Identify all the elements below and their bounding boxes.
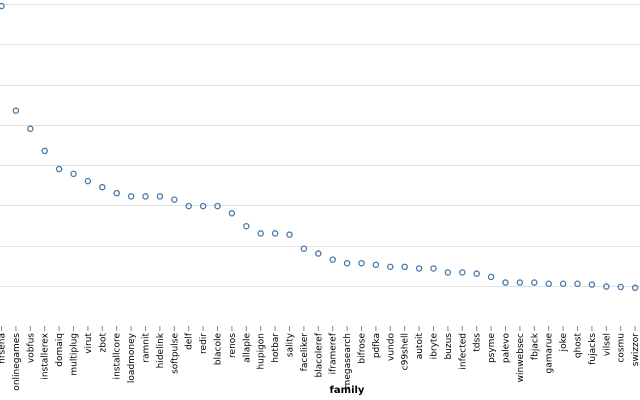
data-point-tdss (473, 270, 480, 277)
x-tick-label-c99shell: c99shell (401, 333, 411, 370)
x-tick-label-hidelink: hidelink (156, 332, 166, 368)
data-point-hidelink (156, 193, 164, 200)
x-axis-ticks: hrsena onlinegames vobfus installerex domaiq… (0, 326, 640, 391)
x-tick-label-infected: infected (458, 333, 468, 370)
x-tick-label-installerex: installerex (41, 332, 51, 379)
data-point-renos (228, 210, 236, 217)
data-point-allaple (243, 222, 250, 230)
data-point-installcore (113, 189, 120, 197)
x-tick-label-domaiq: domaiq (55, 333, 65, 367)
x-tick-label-renos: renos (228, 333, 238, 358)
data-point-loadmoney (127, 193, 135, 200)
x-tick-label-gamarue: gamarue (545, 333, 555, 374)
x-tick-label-winwebsec: winwebsec (516, 333, 526, 382)
data-point-domaiq (55, 165, 63, 173)
data-point-multiplug (70, 170, 77, 178)
data-point-virut (84, 177, 92, 185)
data-point-hrsena (0, 2, 5, 10)
data-point-pdfka (372, 261, 380, 269)
x-tick-label-delf: delf (185, 332, 195, 350)
x-tick-label-hrsena: hrsena (0, 333, 8, 364)
x-axis-title: family (330, 385, 365, 396)
x-tick-label-cosmu: cosmu (617, 333, 627, 363)
x-tick-label-ramnit: ramnit (142, 333, 152, 363)
x-tick-label-virut: virut (84, 333, 94, 354)
data-point-autoit (415, 265, 423, 272)
data-point-fbjack (531, 279, 538, 286)
x-tick-label-allaple: allaple (242, 333, 252, 363)
x-tick-label-onlinegames: onlinegames (12, 333, 22, 391)
x-tick-label-palevo: palevo (502, 333, 512, 364)
data-point-vundo (387, 263, 394, 271)
data-point-psyme (487, 273, 495, 281)
data-point-ramnit (142, 193, 149, 200)
data-point-fujacks (588, 281, 596, 288)
x-tick-label-softpulse: softpulse (170, 333, 180, 374)
x-tick-label-vobfus: vobfus (26, 333, 36, 363)
x-tick-label-fujacks: fujacks (588, 333, 598, 365)
data-point-redir (199, 202, 207, 210)
x-tick-label-megasearch: megasearch (343, 333, 353, 388)
x-tick-label-tdss: tdss (473, 333, 483, 352)
x-tick-label-sality: sality (286, 332, 296, 357)
data-point-winwebsec (516, 279, 524, 286)
data-point-swizzor (631, 284, 639, 292)
data-point-c99shell (401, 263, 408, 271)
x-tick-label-installcore: installcore (113, 333, 123, 380)
x-tick-label-vilsel: vilsel (602, 333, 612, 356)
data-point-iframeref (329, 256, 336, 263)
gridlines (0, 4, 640, 287)
data-point-vilsel (603, 283, 610, 290)
data-point-qhost (574, 280, 581, 287)
x-tick-label-loadmoney: loadmoney (127, 332, 137, 383)
x-tick-label-fbjack: fbjack (530, 332, 540, 360)
x-tick-label-redir: redir (199, 333, 209, 354)
x-tick-label-faceliker: faceliker (300, 333, 310, 372)
x-tick-label-buzus: buzus (444, 333, 454, 360)
data-point-installerex (41, 147, 48, 155)
x-tick-label-autoit: autoit (415, 333, 425, 360)
data-point-zbot (99, 183, 106, 191)
x-tick-label-bifrose: bifrose (358, 333, 368, 364)
x-tick-label-hotbar: hotbar (271, 333, 281, 363)
data-point-hupigon (257, 230, 264, 237)
data-point-blacole (214, 202, 221, 210)
x-tick-label-psyme: psyme (487, 333, 497, 363)
x-tick-label-multiplug: multiplug (70, 333, 80, 376)
x-tick-label-pdfka: pdfka (372, 333, 382, 358)
x-tick-label-ibryte: ibryte (430, 333, 440, 360)
data-point-palevo (502, 279, 509, 286)
data-point-gamarue (545, 280, 552, 287)
x-tick-label-hupigon: hupigon (257, 333, 267, 370)
x-tick-label-blacole: blacole (214, 333, 224, 366)
data-point-buzus (444, 269, 452, 276)
x-tick-label-iframeref: iframeref (329, 332, 339, 374)
data-point-blacoleref (315, 250, 322, 257)
data-point-cosmu (617, 283, 624, 291)
x-tick-label-swizzor: swizzor (631, 333, 640, 367)
data-point-onlinegames (12, 107, 20, 114)
data-point-faceliker (300, 245, 308, 252)
data-point-sality (286, 231, 293, 238)
data-point-bifrose (358, 259, 365, 267)
data-points (0, 2, 639, 292)
data-point-delf (185, 202, 192, 210)
data-point-joke (559, 280, 567, 287)
x-tick-label-qhost: qhost (574, 333, 584, 359)
data-point-hotbar (271, 230, 279, 237)
data-point-vobfus (27, 125, 34, 133)
data-point-infected (459, 269, 466, 276)
data-point-megasearch (343, 259, 351, 267)
data-point-ibryte (430, 265, 437, 272)
x-tick-label-joke: joke (559, 333, 569, 353)
x-tick-label-blacoleref: blacoleref (314, 332, 324, 377)
x-tick-label-vundo: vundo (386, 333, 396, 361)
data-point-softpulse (171, 196, 178, 203)
x-tick-label-zbot: zbot (98, 333, 108, 353)
